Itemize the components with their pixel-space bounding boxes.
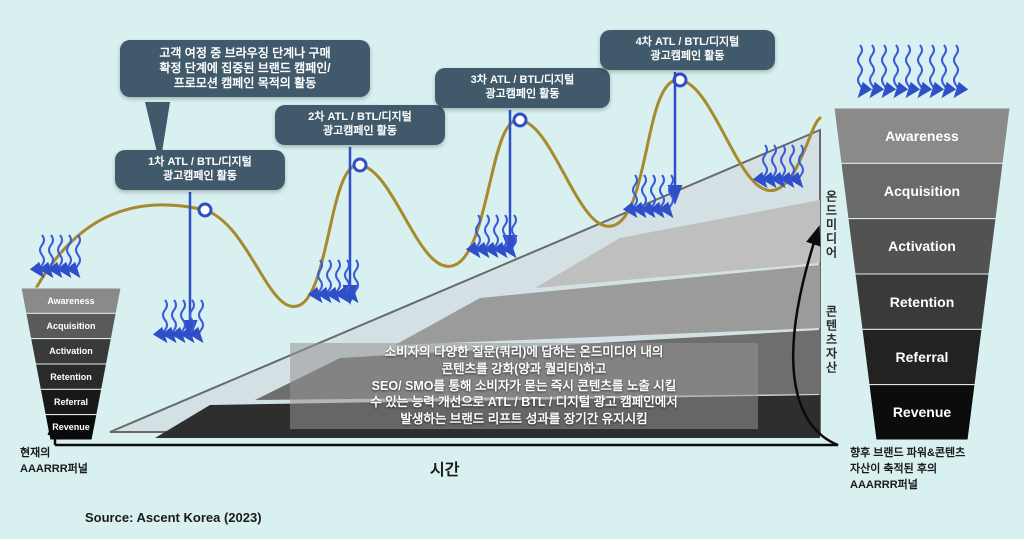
time-axis-label: 시간 (430, 456, 459, 480)
wiggle-6-1 (870, 45, 874, 95)
wiggle-6-7 (942, 45, 946, 95)
wiggle-2-2 (336, 260, 340, 300)
right-funnel-label-5: Revenue (869, 385, 975, 440)
wiggle-0-3 (67, 235, 71, 275)
right-funnel-label-0: Awareness (834, 108, 1010, 163)
source-label: Source: Ascent Korea (2023) (85, 510, 262, 525)
wiggle-0-0 (40, 235, 44, 275)
left-funnel-label-4: Referral (40, 389, 101, 414)
wiggle-6-2 (882, 45, 886, 95)
campaign-callout-3: 3차 ATL / BTL/디지털광고캠페인 활동 (435, 68, 610, 108)
wiggle-2-3 (345, 260, 349, 300)
campaign-callout-1: 1차 ATL / BTL/디지털광고캠페인 활동 (115, 150, 285, 190)
peak-marker-2 (354, 159, 366, 171)
peak-marker-1 (199, 204, 211, 216)
wiggle-2-4 (354, 260, 358, 300)
left-funnel-label-0: Awareness (21, 288, 121, 313)
right-funnel-label-3: Retention (855, 274, 989, 329)
wiggle-6-8 (954, 45, 958, 95)
wiggle-6-3 (894, 45, 898, 95)
wiggle-2-1 (327, 260, 331, 300)
wiggle-1-4 (199, 300, 203, 340)
wiggle-6-0 (858, 45, 862, 95)
right-funnel-label-2: Activation (848, 219, 996, 274)
intro-callout: 고객 여정 중 브라우징 단계나 구매 확정 단계에 집중된 브랜드 캠페인/ … (120, 40, 370, 97)
peak-marker-3 (514, 114, 526, 126)
wiggle-0-1 (49, 235, 53, 275)
wiggle-3-2 (494, 215, 498, 255)
wiggle-3-4 (512, 215, 516, 255)
right-funnel-label-4: Referral (862, 329, 982, 384)
right-funnel-caption: 향후 브랜드 파워&콘텐츠 자산이 축적된 후의 AAARRR퍼널 (850, 444, 1015, 492)
left-funnel-caption: 현재의 AAARRR퍼널 (20, 444, 140, 476)
left-funnel-label-2: Activation (31, 339, 112, 364)
right-funnel-label-1: Acquisition (841, 163, 1003, 218)
left-funnel-label-3: Retention (36, 364, 107, 389)
wiggle-0-4 (76, 235, 80, 275)
campaign-callout-2: 2차 ATL / BTL/디지털광고캠페인 활동 (275, 105, 445, 145)
wiggle-1-2 (181, 300, 185, 340)
left-funnel-label-5: Revenue (45, 415, 97, 440)
wiggle-6-4 (906, 45, 910, 95)
info-box-text: 소비자의 다양한 질문(쿼리)에 답하는 온드미디어 내의콘텐츠를 강화(양과 … (290, 343, 758, 429)
campaign-callout-4: 4차 ATL / BTL/디지털광고캠페인 활동 (600, 30, 775, 70)
wiggle-6-5 (918, 45, 922, 95)
wiggle-3-1 (485, 215, 489, 255)
wiggle-1-1 (172, 300, 176, 340)
wiggle-3-3 (503, 215, 507, 255)
diagram-stage: Source: Ascent Korea (2023) 소비자의 다양한 질문(… (0, 0, 1024, 539)
label-content-asset: 콘텐츠자산 (823, 305, 840, 375)
label-owned-media: 온드미디어 (823, 190, 840, 260)
left-funnel-label-1: Acquisition (26, 313, 116, 338)
wiggle-1-0 (163, 300, 167, 340)
wiggle-6-6 (930, 45, 934, 95)
